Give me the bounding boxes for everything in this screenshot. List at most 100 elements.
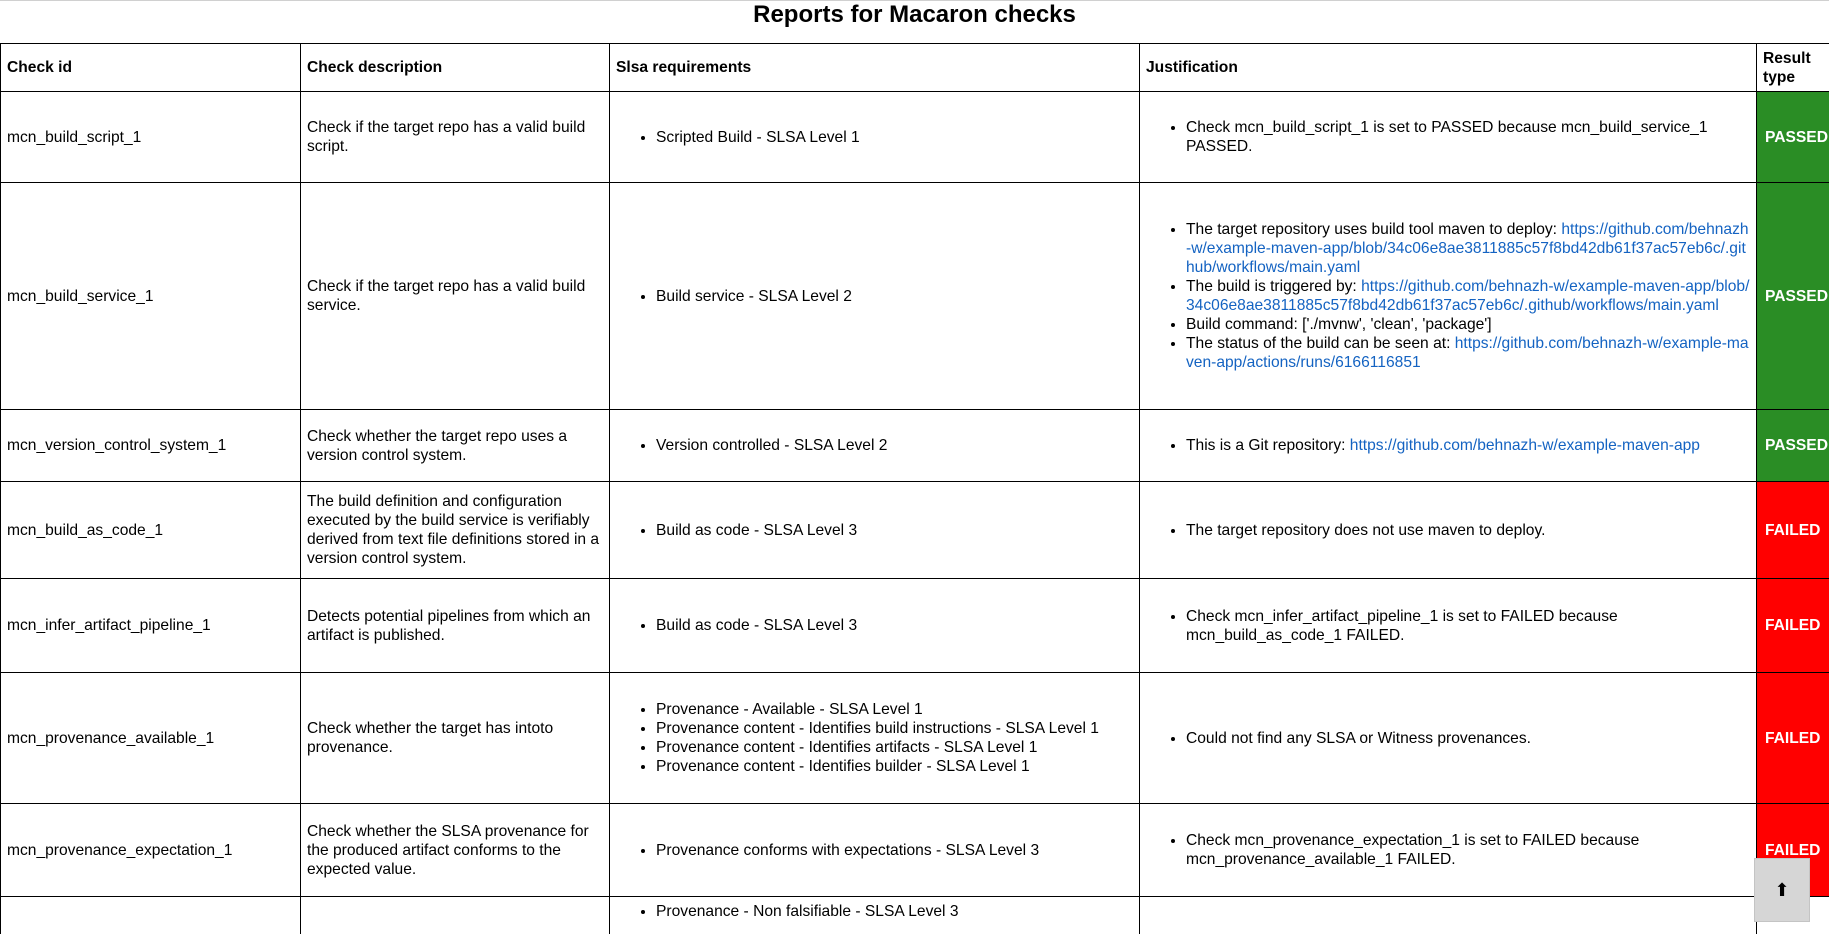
result-badge: FAILED (1756, 578, 1829, 673)
result-badge: FAILED (1756, 481, 1829, 579)
result-badge: PASSED (1756, 409, 1829, 482)
justification-item: Build command: ['./mvnw', 'clean', 'pack… (1186, 315, 1750, 334)
check-id-cell: mcn_infer_artifact_pipeline_1 (0, 578, 301, 673)
requirements-list: Provenance - Available - SLSA Level 1Pro… (616, 700, 1133, 776)
slsa-requirements-cell: Build as code - SLSA Level 3 (609, 578, 1140, 673)
justification-text: The target repository does not use maven… (1186, 521, 1546, 539)
requirement-item: Provenance content - Identifies artifact… (656, 738, 1133, 757)
requirement-item: Provenance conforms with expectations - … (656, 841, 1133, 860)
header-result-type: Result type (1756, 43, 1829, 92)
justification-text: Check mcn_build_script_1 is set to PASSE… (1186, 119, 1708, 155)
check-description-cell: Detects potential pipelines from which a… (300, 578, 610, 673)
check-id-cell: mcn_build_as_code_1 (0, 481, 301, 579)
table-row: mcn_build_script_1 Check if the target re… (0, 91, 1829, 183)
result-badge: PASSED (1756, 182, 1829, 410)
slsa-requirements-cell: Build as code - SLSA Level 3 (609, 481, 1140, 579)
arrow-up-icon: ⬆ (1774, 879, 1790, 900)
justification-list: Check mcn_infer_artifact_pipeline_1 is s… (1146, 607, 1750, 645)
table-header-row: Check id Check description Slsa requirem… (0, 43, 1829, 92)
requirement-item: Build as code - SLSA Level 3 (656, 521, 1133, 540)
justification-text: The build is triggered by: (1186, 278, 1362, 295)
requirement-item: Provenance content - Identifies build in… (656, 719, 1133, 738)
justification-cell (1139, 896, 1757, 934)
justification-item: This is a Git repository: https://github… (1186, 436, 1750, 455)
check-id-cell: mcn_build_script_1 (0, 91, 301, 183)
justification-item: Check mcn_build_script_1 is set to PASSE… (1186, 118, 1750, 156)
check-id-cell: mcn_version_control_system_1 (0, 409, 301, 482)
justification-text: Check mcn_infer_artifact_pipeline_1 is s… (1186, 607, 1618, 644)
justification-cell: Check mcn_build_script_1 is set to PASSE… (1139, 91, 1757, 183)
table-row: mcn_provenance_available_1 Check whether … (0, 672, 1829, 804)
requirement-item: Build as code - SLSA Level 3 (656, 616, 1133, 635)
table-row: mcn_infer_artifact_pipeline_1 Detects pot… (0, 578, 1829, 673)
justification-item: The target repository does not use maven… (1186, 521, 1750, 540)
justification-list: Could not find any SLSA or Witness prove… (1146, 729, 1750, 748)
result-badge: PASSED (1756, 91, 1829, 183)
justification-cell: The target repository uses build tool ma… (1139, 182, 1757, 410)
requirements-list: Build as code - SLSA Level 3 (616, 521, 1133, 540)
justification-item: The status of the build can be seen at: … (1186, 334, 1750, 372)
check-id-cell (0, 896, 301, 934)
requirements-list: Provenance conforms with expectations - … (616, 841, 1133, 860)
table-row: Provenance - Non falsifiable - SLSA Leve… (0, 896, 1829, 934)
justification-list: Check mcn_build_script_1 is set to PASSE… (1146, 118, 1750, 156)
check-id-cell: mcn_build_service_1 (0, 182, 301, 410)
justification-text: Build command: ['./mvnw', 'clean', 'pack… (1186, 316, 1492, 333)
justification-link[interactable]: https://github.com/behnazh-w/example-mav… (1349, 437, 1700, 454)
justification-text: The status of the build can be seen at: (1186, 335, 1455, 352)
page-title: Reports for Macaron checks (753, 1, 1076, 28)
requirements-list: Version controlled - SLSA Level 2 (616, 436, 1133, 455)
justification-cell: Check mcn_provenance_expectation_1 is se… (1139, 803, 1757, 897)
requirements-list: Build as code - SLSA Level 3 (616, 616, 1133, 635)
justification-item: Check mcn_provenance_expectation_1 is se… (1186, 831, 1750, 869)
requirement-item: Version controlled - SLSA Level 2 (656, 436, 1133, 455)
slsa-requirements-cell: Version controlled - SLSA Level 2 (609, 409, 1140, 482)
requirement-item: Provenance content - Identifies builder … (656, 757, 1133, 776)
check-description-cell: Check if the target repo has a valid bui… (300, 91, 610, 183)
justification-cell: Check mcn_infer_artifact_pipeline_1 is s… (1139, 578, 1757, 673)
table-row: mcn_build_as_code_1 The build definition … (0, 481, 1829, 579)
header-check-id: Check id (0, 43, 301, 92)
justification-link[interactable]: https://github.com/behnazh-w/example-mav… (1186, 278, 1750, 314)
check-description-cell: Check if the target repo has a valid bui… (300, 182, 610, 410)
justification-list: Check mcn_provenance_expectation_1 is se… (1146, 831, 1750, 869)
requirements-list: Build service - SLSA Level 2 (616, 287, 1133, 306)
requirements-list: Scripted Build - SLSA Level 1 (616, 128, 1133, 147)
slsa-requirements-cell: Provenance - Available - SLSA Level 1Pro… (609, 672, 1140, 804)
slsa-requirements-cell: Build service - SLSA Level 2 (609, 182, 1140, 410)
justification-item: Check mcn_infer_artifact_pipeline_1 is s… (1186, 607, 1750, 645)
requirement-item: Provenance - Available - SLSA Level 1 (656, 700, 1133, 719)
header-check-description: Check description (300, 43, 610, 92)
check-id-cell: mcn_provenance_expectation_1 (0, 803, 301, 897)
requirements-list: Provenance - Non falsifiable - SLSA Leve… (616, 902, 1133, 921)
justification-link[interactable]: https://github.com/behnazh-w/example-mav… (1186, 335, 1749, 371)
justification-item: The build is triggered by: https://githu… (1186, 277, 1750, 315)
justification-list: This is a Git repository: https://github… (1146, 436, 1750, 455)
header-justification: Justification (1139, 43, 1757, 92)
requirement-item: Scripted Build - SLSA Level 1 (656, 128, 1133, 147)
table-row: mcn_version_control_system_1 Check whethe… (0, 409, 1829, 482)
justification-item: The target repository uses build tool ma… (1186, 220, 1750, 277)
result-badge: FAILED (1756, 672, 1829, 804)
justification-text: The target repository uses build tool ma… (1186, 221, 1562, 238)
justification-cell: The target repository does not use maven… (1139, 481, 1757, 579)
check-description-cell: Check whether the target repo uses a ver… (300, 409, 610, 482)
justification-link[interactable]: https://github.com/behnazh-w/example-mav… (1186, 221, 1749, 276)
justification-list: The target repository uses build tool ma… (1146, 220, 1750, 372)
checks-table: Check id Check description Slsa requirem… (0, 43, 1829, 934)
header-slsa-requirements: Slsa requirements (609, 43, 1140, 92)
check-description-cell (300, 896, 610, 934)
justification-text: Check mcn_provenance_expectation_1 is se… (1186, 832, 1640, 868)
table-row: mcn_build_service_1 Check if the target r… (0, 182, 1829, 410)
justification-item: Could not find any SLSA or Witness prove… (1186, 729, 1750, 748)
justification-cell: Could not find any SLSA or Witness prove… (1139, 672, 1757, 804)
check-description-cell: Check whether the target has intoto prov… (300, 672, 610, 804)
table-row: mcn_provenance_expectation_1 Check whethe… (0, 803, 1829, 897)
justification-cell: This is a Git repository: https://github… (1139, 409, 1757, 482)
slsa-requirements-cell: Scripted Build - SLSA Level 1 (609, 91, 1140, 183)
scroll-to-top-button[interactable]: ⬆ (1754, 858, 1810, 922)
slsa-requirements-cell: Provenance - Non falsifiable - SLSA Leve… (609, 896, 1140, 934)
slsa-requirements-cell: Provenance conforms with expectations - … (609, 803, 1140, 897)
check-description-cell: The build definition and configuration e… (300, 481, 610, 579)
